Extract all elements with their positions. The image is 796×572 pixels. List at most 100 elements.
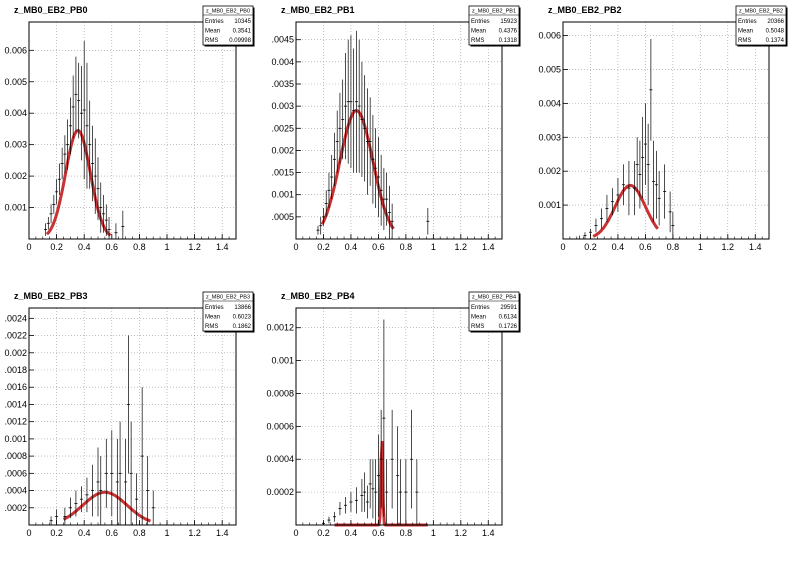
data-point bbox=[396, 426, 400, 525]
data-point bbox=[610, 188, 614, 216]
x-tick-label: 0.2 bbox=[317, 242, 330, 252]
data-point bbox=[605, 194, 609, 223]
y-tick-label: .0006 bbox=[4, 468, 27, 478]
data-point bbox=[332, 132, 336, 186]
histogram-panel-2: 0 0.2 0.4 0.6 0.8 1 1.2 1.4 0.001 0.002 0.003 0.004… bbox=[538, 5, 788, 252]
data-point bbox=[330, 154, 334, 200]
stats-box: z_MB0_EB2_PB0 Entries 10345 Mean 0.3541 RMS 0.… bbox=[202, 5, 255, 47]
data-point bbox=[374, 459, 378, 525]
plot-title: z_MB0_EB2_PB3 bbox=[14, 291, 88, 301]
data-point bbox=[385, 172, 389, 226]
stats-label-rms: RMS bbox=[738, 38, 751, 44]
data-point bbox=[387, 185, 391, 239]
data-point bbox=[360, 61, 364, 177]
data-point bbox=[390, 203, 394, 239]
x-tick-label: 1 bbox=[698, 242, 703, 252]
y-tick-label: 0.0012 bbox=[266, 323, 294, 333]
histogram-panel-1: 0 0.2 0.4 0.6 0.8 1 1.2 1.4 .0005 0.001 .0015 0.002… bbox=[271, 5, 521, 252]
y-tick-label: .0005 bbox=[271, 212, 294, 222]
data-point bbox=[44, 223, 48, 236]
data-point bbox=[357, 39, 361, 173]
data-point bbox=[379, 154, 383, 226]
stats-label-entries: Entries bbox=[205, 19, 224, 25]
y-tick-label: .0014 bbox=[4, 399, 27, 409]
data-point bbox=[90, 125, 94, 202]
data-point bbox=[415, 459, 419, 525]
data-point bbox=[63, 507, 67, 525]
plot-area bbox=[29, 308, 236, 525]
stats-label-rms: RMS bbox=[471, 38, 484, 44]
data-point bbox=[327, 516, 331, 524]
x-tick-label: 0.4 bbox=[78, 242, 91, 252]
data-point bbox=[663, 164, 667, 219]
data-point bbox=[365, 485, 369, 519]
stats-label-mean: Mean bbox=[471, 29, 486, 35]
data-point bbox=[316, 225, 320, 235]
data-point bbox=[354, 487, 358, 514]
stats-value-entries: 10345 bbox=[234, 19, 251, 25]
stats-label-rms: RMS bbox=[205, 324, 218, 330]
data-point bbox=[327, 172, 331, 208]
x-tick-label: 0.4 bbox=[345, 242, 358, 252]
x-tick-label: 0 bbox=[560, 242, 565, 252]
y-tick-label: 0.003 bbox=[271, 101, 294, 111]
y-tick-label: .0024 bbox=[4, 313, 27, 323]
stats-value-entries: 29591 bbox=[500, 305, 517, 311]
x-tick-label: 1.2 bbox=[188, 528, 201, 538]
y-tick-label: .0004 bbox=[4, 486, 27, 496]
x-tick-label: 1 bbox=[164, 242, 169, 252]
data-point bbox=[368, 97, 372, 186]
y-tick-label: 0.003 bbox=[4, 140, 27, 150]
y-tick-label: .0015 bbox=[271, 168, 294, 178]
data-point bbox=[668, 191, 672, 233]
data-point bbox=[102, 194, 106, 233]
data-point bbox=[46, 216, 50, 230]
y-tick-label: 0.004 bbox=[4, 108, 27, 118]
x-tick-label: 0.2 bbox=[584, 242, 597, 252]
x-tick-label: 0.2 bbox=[50, 528, 63, 538]
data-point bbox=[371, 115, 375, 204]
y-tick-label: .0035 bbox=[271, 79, 294, 89]
x-tick-label: 0 bbox=[26, 242, 31, 252]
data-point bbox=[104, 204, 108, 236]
data-point bbox=[82, 40, 86, 180]
x-tick-label: 1.4 bbox=[216, 528, 229, 538]
y-tick-label: 0.002 bbox=[538, 166, 561, 176]
data-point bbox=[409, 409, 413, 509]
plot-title: z_MB0_EB2_PB4 bbox=[281, 291, 355, 301]
data-point bbox=[115, 438, 119, 525]
y-tick-label: 0.001 bbox=[538, 200, 561, 210]
y-tick-label: 0.006 bbox=[538, 31, 561, 41]
data-point bbox=[57, 163, 61, 195]
stats-value-mean: 0.3541 bbox=[233, 29, 252, 35]
y-tick-label: 0.0008 bbox=[266, 388, 294, 398]
x-tick-label: 0.8 bbox=[133, 242, 146, 252]
plot-area bbox=[296, 22, 502, 239]
stats-value-mean: 0.6134 bbox=[499, 315, 518, 321]
y-tick-label: 0.001 bbox=[271, 190, 294, 200]
y-tick-label: 0.001 bbox=[4, 203, 27, 213]
data-point bbox=[376, 137, 380, 217]
data-point bbox=[349, 492, 353, 512]
data-point bbox=[368, 459, 372, 509]
y-tick-label: 0.002 bbox=[271, 145, 294, 155]
x-tick-label: 0.8 bbox=[400, 242, 413, 252]
stats-value-entries: 20366 bbox=[767, 19, 784, 25]
data-point bbox=[52, 194, 56, 214]
data-point bbox=[583, 232, 587, 239]
y-tick-label: 0.004 bbox=[538, 98, 561, 108]
stats-label-mean: Mean bbox=[471, 315, 486, 321]
stats-label-rms: RMS bbox=[205, 38, 218, 44]
y-tick-label: 0.0006 bbox=[266, 421, 294, 431]
data-point bbox=[426, 208, 430, 235]
x-tick-label: 0 bbox=[293, 528, 298, 538]
data-point bbox=[104, 438, 108, 508]
data-point bbox=[77, 62, 81, 139]
stats-title: z_MB0_EB2_PB0 bbox=[206, 9, 250, 15]
data-point bbox=[135, 473, 139, 525]
stats-label-mean: Mean bbox=[205, 29, 220, 35]
stats-value-rms: 0.1318 bbox=[499, 38, 518, 44]
data-point bbox=[616, 177, 620, 212]
x-tick-label: 0.6 bbox=[372, 242, 385, 252]
